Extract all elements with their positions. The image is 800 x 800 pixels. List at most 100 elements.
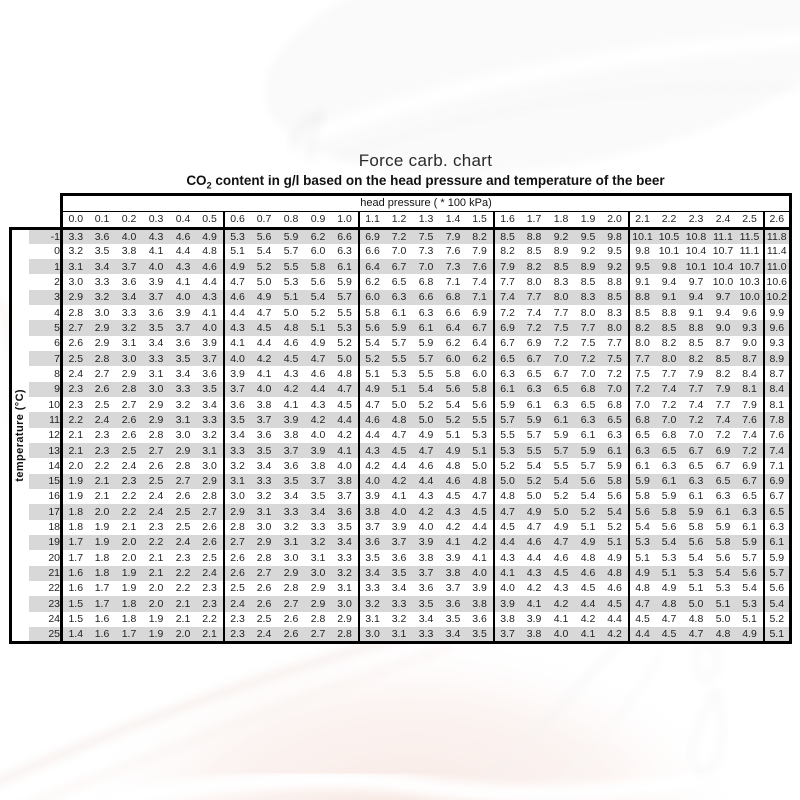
temp-row-header: 1 <box>28 259 62 275</box>
co2-value-cell: 8.2 <box>682 351 710 367</box>
table-row: 4 2.8 3.0 3.3 3.6 3.9 4.1 4.4 4.7 5.0 5.2 5.5 5.8 6.1… <box>11 305 792 321</box>
co2-value-cell: 4.2 <box>365 459 380 472</box>
co2-value-cell: 2.6 <box>223 565 251 582</box>
co2-value-cell: 4.0 <box>142 259 170 275</box>
co2-value-cell: 4.9 <box>574 535 602 551</box>
co2-value-cell: 5.1 <box>580 521 596 534</box>
co2-value-cell: 5.3 <box>466 427 495 444</box>
co2-value-cell: 8.5 <box>601 289 630 306</box>
co2-value-cell: 2.4 <box>142 504 170 520</box>
co2-value-cell: 2.5 <box>230 582 245 595</box>
co2-value-cell: 8.1 <box>736 381 765 398</box>
co2-value-cell: 3.0 <box>256 521 272 534</box>
co2-value-cell: 3.1 <box>169 412 197 428</box>
co2-value-cell: 2.3 <box>230 613 245 626</box>
co2-value-cell: 2.7 <box>250 565 278 582</box>
co2-value-cell: 3.5 <box>331 519 360 536</box>
table-row: 8 2.4 2.7 2.9 3.1 3.4 3.6 3.9 4.1 4.3 4.6 4.8 5.1 5.3… <box>11 366 792 382</box>
co2-value-cell: 4.8 <box>466 473 495 490</box>
co2-value-cell: 5.1 <box>365 367 380 380</box>
co2-value-cell: 7.6 <box>445 245 461 258</box>
co2-value-cell: 2.7 <box>94 367 110 380</box>
co2-value-cell: 1.9 <box>121 582 137 595</box>
co2-value-cell: 3.7 <box>385 535 413 551</box>
co2-value-cell: 5.7 <box>283 245 299 258</box>
co2-value-cell: 3.8 <box>439 565 467 582</box>
co2-value-cell: 4.4 <box>391 459 407 472</box>
co2-value-cell: 3.0 <box>94 306 110 319</box>
co2-value-cell: 9.5 <box>628 259 656 275</box>
co2-value-cell: 5.2 <box>310 306 326 319</box>
co2-value-cell: 7.5 <box>547 320 575 336</box>
co2-value-cell: 2.7 <box>60 320 89 336</box>
co2-value-cell: 1.5 <box>60 596 89 612</box>
co2-value-cell: 4.9 <box>310 337 326 350</box>
co2-value-cell: 2.6 <box>277 627 305 644</box>
temp-row-header: 0 <box>54 245 60 258</box>
co2-value-cell: 5.0 <box>547 504 575 520</box>
co2-value-cell: 2.9 <box>250 535 278 551</box>
temp-row-header: 23 <box>28 596 62 612</box>
co2-value-cell: 6.7 <box>736 473 765 490</box>
co2-value-cell: 8.5 <box>655 320 683 336</box>
co2-value-cell: 5.9 <box>418 337 434 350</box>
co2-value-cell: 11.4 <box>763 243 792 260</box>
co2-value-cell: 4.6 <box>169 226 197 244</box>
labels-spacer <box>11 212 62 229</box>
co2-value-cell: 3.9 <box>493 596 521 612</box>
co2-value-cell: 5.3 <box>391 367 407 380</box>
co2-value-cell: 4.9 <box>553 521 569 534</box>
co2-value-cell: 2.3 <box>175 551 191 564</box>
co2-value-cell: 6.8 <box>418 275 434 288</box>
co2-value-cell: 5.3 <box>736 596 765 612</box>
co2-value-cell: 10.4 <box>685 245 707 258</box>
co2-value-cell: 2.1 <box>121 521 137 534</box>
co2-value-cell: 3.0 <box>358 627 386 644</box>
co2-value-cell: 2.3 <box>88 443 116 459</box>
co2-value-cell: 5.6 <box>310 275 326 288</box>
co2-value-cell: 3.5 <box>94 245 110 258</box>
co2-value-cell: 6.6 <box>331 226 360 244</box>
co2-value-cell: 6.5 <box>580 398 596 411</box>
co2-value-cell: 3.9 <box>466 581 495 597</box>
co2-value-cell: 8.4 <box>763 381 792 398</box>
co2-value-cell: 4.2 <box>277 381 305 398</box>
co2-value-cell: 4.7 <box>412 443 440 459</box>
co2-value-cell: 3.0 <box>175 429 191 442</box>
co2-value-cell: 9.8 <box>655 259 683 275</box>
co2-value-cell: 3.5 <box>412 596 440 612</box>
co2-value-cell: 3.9 <box>148 275 164 288</box>
co2-value-cell: 4.2 <box>526 582 542 595</box>
co2-value-cell: 2.7 <box>196 504 225 520</box>
co2-value-cell: 8.9 <box>553 245 569 258</box>
table-row: 2 3.0 3.3 3.6 3.9 4.1 4.4 4.7 5.0 5.3 5.6 5.9 6.2 6.5… <box>11 274 792 290</box>
co2-value-cell: 10.1 <box>682 259 710 275</box>
co2-value-cell: 10.1 <box>628 226 656 244</box>
co2-value-cell: 3.8 <box>256 398 272 411</box>
pressure-col-label: 1.1 <box>365 213 380 226</box>
co2-value-cell: 5.0 <box>682 596 710 612</box>
temp-row-header: 13 <box>28 443 62 459</box>
co2-value-cell: 4.0 <box>385 504 413 520</box>
pressure-labels-row: 0.0 0.1 0.2 0.3 0.4 0.5 0.6 0.7 0.8 0.9 1.0 1.1 1.2 1… <box>11 211 792 229</box>
co2-value-cell: 6.3 <box>763 519 792 536</box>
co2-value-cell: 7.5 <box>412 226 440 244</box>
co2-value-cell: 4.1 <box>439 535 467 551</box>
co2-value-cell: 3.2 <box>358 596 386 612</box>
pressure-header-row: head pressure ( * 100 kPa) <box>11 193 792 212</box>
co2-value-cell: 2.7 <box>304 627 332 644</box>
co2-value-cell: 2.4 <box>196 565 225 582</box>
co2-value-cell: 5.1 <box>445 429 461 442</box>
co2-value-cell: 6.1 <box>580 429 596 442</box>
co2-value-cell: 4.8 <box>500 490 515 503</box>
table-row: 9 2.3 2.6 2.8 3.0 3.3 3.5 3.7 4.0 4.2 4.4 4.7 4.9 5.1… <box>11 381 792 398</box>
co2-value-cell: 6.4 <box>439 320 467 336</box>
co2-value-cell: 3.2 <box>196 427 225 444</box>
co2-value-cell: 5.7 <box>526 429 542 442</box>
co2-value-cell: 5.6 <box>682 535 710 551</box>
co2-value-cell: 2.1 <box>94 490 110 503</box>
co2-value-cell: 6.3 <box>601 427 630 444</box>
co2-value-cell: 2.8 <box>230 521 245 534</box>
co2-value-cell: 3.5 <box>223 412 251 428</box>
co2-value-cell: 4.1 <box>493 565 521 582</box>
